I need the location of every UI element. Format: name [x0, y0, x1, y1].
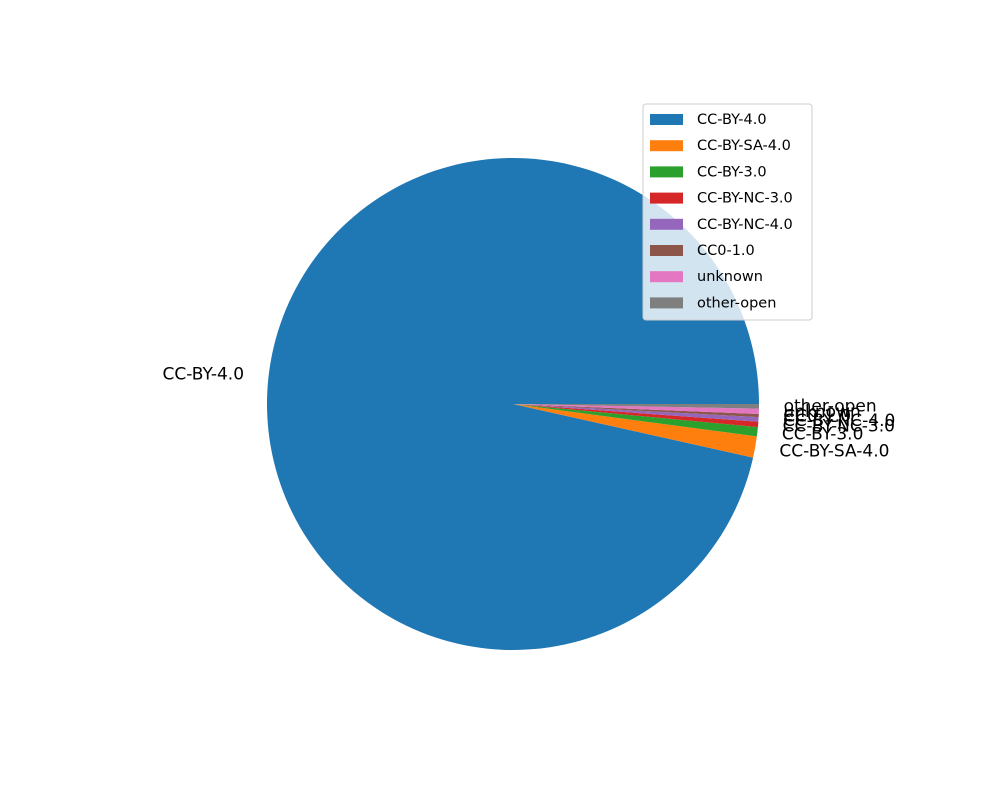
pie-labels: CC-BY-4.0 CC-BY-SA-4.0CC-BY-3.0CC-BY-NC-3…: [162, 364, 895, 461]
legend-label: other-open: [697, 295, 776, 311]
pie-slice-cc-by-3-0: [513, 404, 758, 437]
pie-slice-cc-by-nc-3-0: [513, 404, 759, 428]
legend-swatch: [650, 271, 683, 283]
legend-swatch: [650, 166, 683, 178]
legend-label: CC-BY-4.0: [697, 112, 767, 128]
legend-swatch: [650, 140, 683, 152]
slice-label: CC0-1.0: [783, 407, 851, 427]
legend: CC-BY-4.0 CC-BY-SA-4.0 CC-BY-3.0 CC-BY-NC-3…: [642, 103, 813, 321]
pie-slice-other-open: [513, 404, 759, 409]
legend-swatch: [650, 192, 683, 204]
legend-swatch: [650, 218, 683, 230]
pie-slice-cc-by-4-0: [267, 157, 759, 650]
slice-label: CC-BY-4.0: [162, 364, 244, 384]
legend-box: [642, 103, 813, 321]
slice-label: CC-BY-NC-3.0: [783, 417, 895, 437]
legend-label: CC-BY-NC-3.0: [697, 191, 793, 207]
pie-slice-unknown: [513, 404, 759, 415]
slice-label: other-open: [784, 397, 877, 417]
legend-label: unknown: [697, 269, 763, 285]
slice-label: unknown: [783, 402, 860, 422]
slice-label: CC-BY-NC-4.0: [783, 411, 895, 431]
pie-slice-cc-by-nc-4-0: [513, 404, 759, 422]
legend-label: CC0-1.0: [697, 243, 755, 259]
legend-label: CC-BY-SA-4.0: [697, 138, 791, 154]
slice-label: CC-BY-SA-4.0: [779, 441, 889, 461]
pie-slices: [267, 157, 759, 650]
pie-slice-cc0-1-0: [513, 404, 759, 418]
legend-swatch: [650, 297, 683, 309]
legend-label: CC-BY-3.0: [697, 164, 767, 180]
legend-swatch: [650, 114, 683, 125]
legend-label: CC-BY-NC-4.0: [697, 217, 793, 233]
pie-slice-cc-by-sa-4-0: [513, 404, 757, 458]
legend-swatch: [650, 245, 683, 256]
slice-label: CC-BY-3.0: [782, 425, 864, 445]
